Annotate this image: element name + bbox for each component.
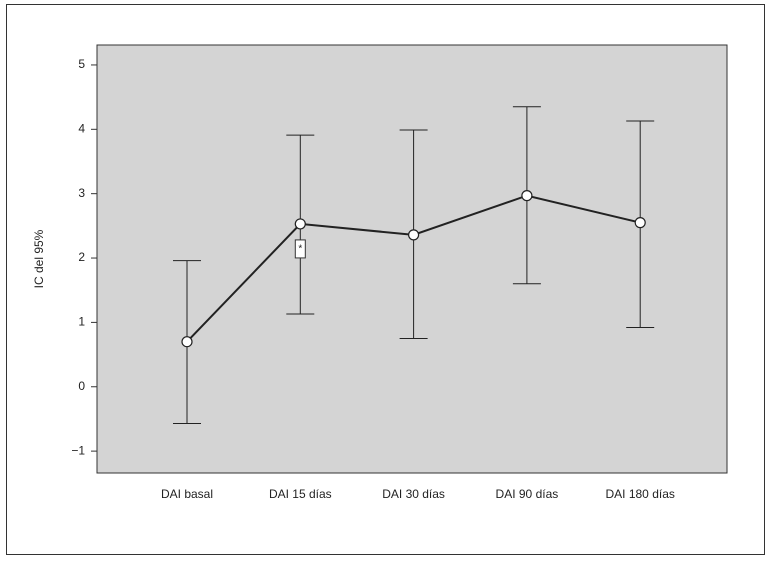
x-tick-label: DAI basal: [161, 487, 213, 501]
x-tick-label: DAI 30 días: [382, 487, 445, 501]
y-tick-label: 5: [78, 57, 85, 71]
annotation-box: [294, 239, 306, 259]
point: [294, 218, 306, 230]
y-tick-label: −1: [71, 443, 85, 457]
y-tick-label: 3: [78, 186, 85, 200]
y-axis-label: IC del 95%: [32, 229, 46, 288]
plot-area: [96, 44, 728, 474]
x-tick-label: DAI 15 días: [269, 487, 332, 501]
x-tick-label: DAI 180 días: [606, 487, 675, 501]
point: [634, 217, 646, 229]
point: [408, 229, 420, 241]
point: [521, 190, 533, 202]
y-tick-label: 1: [78, 315, 85, 329]
y-tick-label: 4: [78, 121, 85, 135]
point: [181, 336, 193, 348]
y-tick-label: 2: [78, 250, 85, 264]
y-tick-label: 0: [78, 379, 85, 393]
annotation: *: [298, 244, 302, 255]
x-tick-label: DAI 90 días: [496, 487, 559, 501]
